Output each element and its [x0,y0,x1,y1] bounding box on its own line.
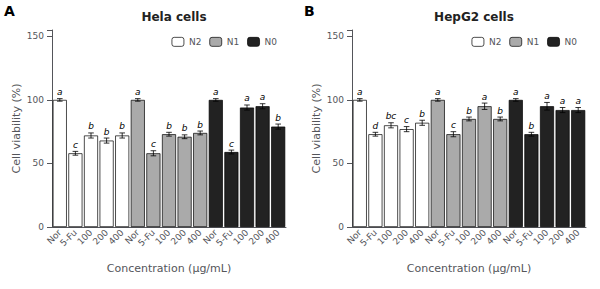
svg-text:a: a [575,96,581,106]
svg-text:N0: N0 [265,37,278,47]
svg-text:5-Fu: 5-Fu [358,227,379,249]
svg-text:N1: N1 [527,37,539,47]
svg-text:b: b [182,123,188,133]
svg-text:c: c [404,115,409,125]
svg-text:bc: bc [386,111,397,121]
svg-text:b: b [275,113,281,123]
svg-text:Nor: Nor [501,227,520,246]
svg-text:5-Fu: 5-Fu [514,227,535,249]
svg-text:150: 150 [327,31,344,41]
svg-text:0: 0 [38,222,44,232]
svg-text:Cell viability (%): Cell viability (%) [10,84,23,174]
svg-text:Nor: Nor [123,227,142,246]
svg-text:100: 100 [27,95,44,105]
svg-text:0: 0 [338,222,344,232]
svg-text:Nor: Nor [423,227,442,246]
svg-text:N2: N2 [189,37,201,47]
svg-text:Nor: Nor [345,227,364,246]
svg-text:100: 100 [375,227,394,246]
svg-text:c: c [151,139,156,149]
svg-text:c: c [229,139,234,149]
svg-text:HepG2 cells: HepG2 cells [434,10,514,24]
svg-text:50: 50 [333,158,345,168]
svg-text:B: B [304,3,315,19]
svg-text:100: 100 [453,227,472,246]
svg-text:N1: N1 [227,37,239,47]
svg-text:100: 100 [231,227,250,246]
svg-text:a: a [482,92,488,102]
svg-text:b: b [166,121,172,131]
svg-text:Nor: Nor [45,227,64,246]
svg-text:Nor: Nor [201,227,220,246]
svg-text:400: 400 [407,227,426,246]
svg-text:200: 200 [247,227,266,246]
svg-text:a: a [213,87,219,97]
svg-text:c: c [451,120,456,130]
svg-text:N2: N2 [489,37,501,47]
svg-text:a: a [135,87,141,97]
svg-text:A: A [4,3,15,19]
svg-text:100: 100 [75,227,94,246]
svg-text:a: a [544,91,550,101]
svg-text:Cell viability (%): Cell viability (%) [310,84,323,174]
svg-text:a: a [435,87,441,97]
svg-text:b: b [104,127,110,137]
svg-text:b: b [119,121,125,131]
svg-text:a: a [57,87,63,97]
svg-text:b: b [197,120,203,130]
svg-text:b: b [466,106,472,116]
svg-text:400: 400 [563,227,582,246]
svg-text:a: a [560,96,566,106]
svg-text:a: a [244,93,250,103]
svg-text:5-Fu: 5-Fu [136,227,157,249]
svg-text:5-Fu: 5-Fu [436,227,457,249]
svg-text:100: 100 [327,95,344,105]
svg-text:a: a [357,87,363,97]
svg-text:b: b [497,106,503,116]
svg-text:100: 100 [153,227,172,246]
svg-text:400: 400 [107,227,126,246]
svg-text:a: a [260,92,266,102]
svg-text:5-Fu: 5-Fu [214,227,235,249]
svg-text:200: 200 [391,227,410,246]
svg-text:200: 200 [547,227,566,246]
svg-text:Concentration (μg/mL): Concentration (μg/mL) [107,262,231,275]
svg-text:Concentration (μg/mL): Concentration (μg/mL) [407,262,531,275]
svg-text:N0: N0 [565,37,578,47]
svg-text:5-Fu: 5-Fu [58,227,79,249]
svg-text:400: 400 [263,227,282,246]
svg-text:200: 200 [91,227,110,246]
svg-text:400: 400 [185,227,204,246]
svg-text:200: 200 [469,227,488,246]
svg-text:400: 400 [485,227,504,246]
svg-text:d: d [373,121,379,131]
svg-text:b: b [419,109,425,119]
svg-text:b: b [88,121,94,131]
svg-text:c: c [73,140,78,150]
svg-text:50: 50 [33,158,45,168]
svg-text:b: b [529,121,535,131]
svg-text:200: 200 [169,227,188,246]
svg-text:a: a [513,87,519,97]
svg-text:150: 150 [27,31,44,41]
svg-text:Hela cells: Hela cells [141,10,206,24]
svg-text:100: 100 [531,227,550,246]
